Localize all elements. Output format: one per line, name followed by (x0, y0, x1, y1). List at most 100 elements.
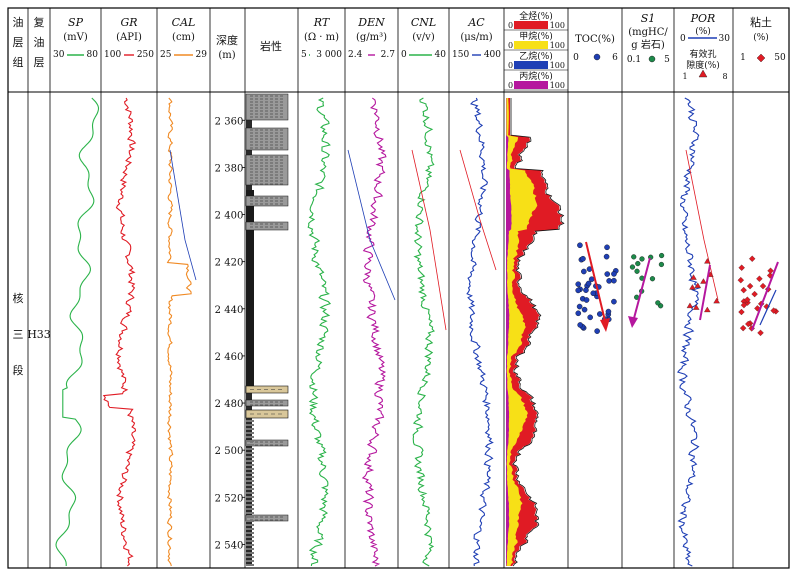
depth-tick-label: 2 520 (215, 493, 244, 504)
clay-point (748, 255, 756, 262)
curve-min: 150 (452, 50, 469, 60)
curve-max: 250 (137, 50, 154, 60)
lithology-pattern (246, 492, 254, 494)
curve-max: 2.7 (381, 50, 396, 60)
eff-por-point (704, 258, 711, 264)
lithology-pattern (246, 512, 254, 514)
s1-label: S1 (641, 12, 656, 25)
toc-point (576, 303, 583, 310)
gas-max: 100 (550, 21, 565, 30)
por-label: POR (690, 12, 716, 25)
curve-unit: (API) (116, 32, 142, 43)
formation-value-char: 核 (13, 291, 24, 305)
lithology-pattern (246, 496, 254, 498)
lithology-pattern (246, 532, 254, 534)
depth-header: 深度 (216, 33, 238, 47)
lithology-pattern (246, 500, 254, 502)
clay-point (738, 264, 745, 271)
gas-label: 甲烷(%) (519, 30, 553, 42)
toc-point (577, 242, 583, 249)
curve-min: 25 (160, 50, 172, 60)
por-unit: (%) (695, 26, 711, 37)
rt-curve (307, 97, 332, 567)
lithology-silt-band (245, 439, 289, 447)
s1-min: 0.1 (627, 55, 641, 65)
gas-legend-swatch (514, 21, 548, 29)
lithology-silt-band (245, 93, 289, 121)
curve-unit: (μs/m) (460, 32, 492, 43)
s1-legend-marker (648, 55, 656, 63)
toc-point (604, 271, 611, 277)
s1-point (658, 252, 665, 259)
cal-trend-line (169, 149, 197, 281)
toc-point (594, 328, 600, 334)
lithology-pattern (246, 544, 254, 546)
toc-point (606, 278, 612, 284)
clay-max: 50 (774, 53, 786, 63)
curve-unit: (cm) (172, 32, 195, 43)
curve-max: 40 (435, 50, 447, 60)
gas-max: 100 (550, 61, 565, 70)
toc-arrow-head (600, 318, 610, 332)
toc-point (603, 253, 610, 260)
gas-total-outline (510, 98, 565, 567)
lithology-pattern (246, 448, 254, 450)
lithology-pattern (246, 444, 254, 446)
lithology-pattern (246, 452, 254, 454)
depth-tick-label: 2 360 (215, 116, 244, 127)
clay-point (754, 305, 761, 312)
lithology-pattern (246, 536, 254, 538)
eff-por-legend-marker (698, 69, 708, 78)
curve-min: 100 (104, 50, 121, 60)
lithology-pattern (246, 424, 254, 426)
curve-min: 30 (53, 50, 65, 60)
eff-por-point (686, 302, 694, 309)
toc-point (575, 287, 581, 294)
eff-por-max: 8 (722, 72, 727, 81)
toc-point (581, 306, 588, 313)
lithology-pattern (246, 488, 254, 490)
lithology-pattern (246, 540, 254, 542)
toc-point (611, 277, 617, 284)
toc-point (611, 271, 617, 277)
clay-point (739, 324, 747, 332)
clay-trend-arrow (751, 261, 779, 331)
toc-point (585, 280, 592, 287)
cnl-curve (412, 97, 435, 567)
den-trend-line (347, 149, 396, 301)
formation-header-char: 组 (13, 55, 24, 69)
depth-tick-label: 2 500 (215, 446, 244, 457)
toc-trend-arrow (585, 241, 607, 326)
suboil-header-char: 复 (34, 15, 45, 29)
ac-curve (466, 97, 494, 567)
gas-legend-swatch (514, 61, 548, 69)
gas-legend-swatch (514, 41, 548, 49)
curve-name-den: DEN (357, 16, 385, 29)
s1-point (655, 300, 661, 306)
depth-tick-label: 2 380 (215, 163, 244, 174)
formation-value-char: 三 (13, 328, 24, 341)
toc-min: 0 (573, 53, 579, 63)
lithology-pattern (246, 420, 254, 422)
por-curve (676, 97, 701, 567)
s1-max: 5 (664, 55, 670, 65)
eff-por-label: 有效孔 (689, 48, 716, 60)
curve-name-gr: GR (120, 16, 137, 29)
curve-max: 3 000 (316, 50, 342, 60)
toc-point (611, 298, 617, 305)
clay-point (744, 296, 751, 303)
clay-point (767, 267, 774, 275)
lithology-silt-band (245, 399, 289, 407)
depth-tick-label: 2 460 (215, 352, 244, 363)
eff-por-point (692, 304, 700, 310)
toc-point (583, 297, 590, 303)
lithology-pattern (246, 504, 254, 506)
clay-min: 1 (740, 53, 746, 63)
curve-min: 2.4 (348, 50, 363, 60)
toc-label: TOC(%) (575, 34, 615, 45)
depth-tick-label: 2 540 (215, 540, 244, 551)
clay-unit: (%) (753, 32, 769, 43)
lithology-pattern (246, 520, 254, 522)
eff-por-point (689, 284, 696, 290)
lithology-pattern (246, 456, 254, 458)
